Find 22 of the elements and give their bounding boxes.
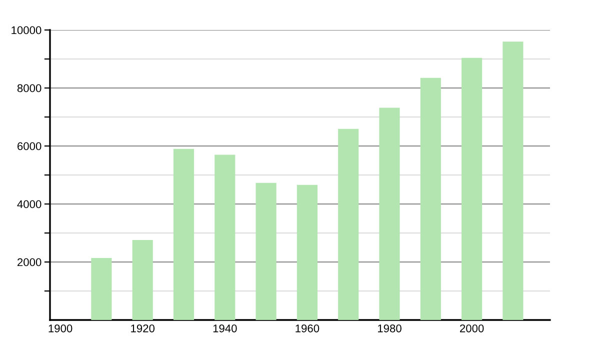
bar <box>214 154 236 320</box>
bar <box>462 58 482 320</box>
bar <box>420 78 441 320</box>
bar <box>256 182 276 320</box>
y-tick-label: 8000 <box>17 84 42 92</box>
y-tick-label: 4000 <box>17 200 42 208</box>
bar <box>296 184 318 320</box>
y-tick-label: 6000 <box>18 142 42 150</box>
bar <box>173 148 194 320</box>
y-tick-label: 10000 <box>12 26 42 34</box>
x-tick-label: 1940 <box>213 324 237 332</box>
x-tick-label: 1900 <box>48 324 72 332</box>
bar <box>338 128 359 320</box>
x-tick-label: 1960 <box>296 324 320 332</box>
y-tick-label: 2000 <box>18 258 42 266</box>
bar <box>502 42 524 320</box>
bar <box>379 108 400 320</box>
bar <box>132 240 153 320</box>
x-tick-label: 1920 <box>131 324 155 332</box>
x-tick-label: 2000 <box>460 324 484 332</box>
x-tick-label: 1980 <box>378 324 402 332</box>
bar <box>91 258 112 320</box>
